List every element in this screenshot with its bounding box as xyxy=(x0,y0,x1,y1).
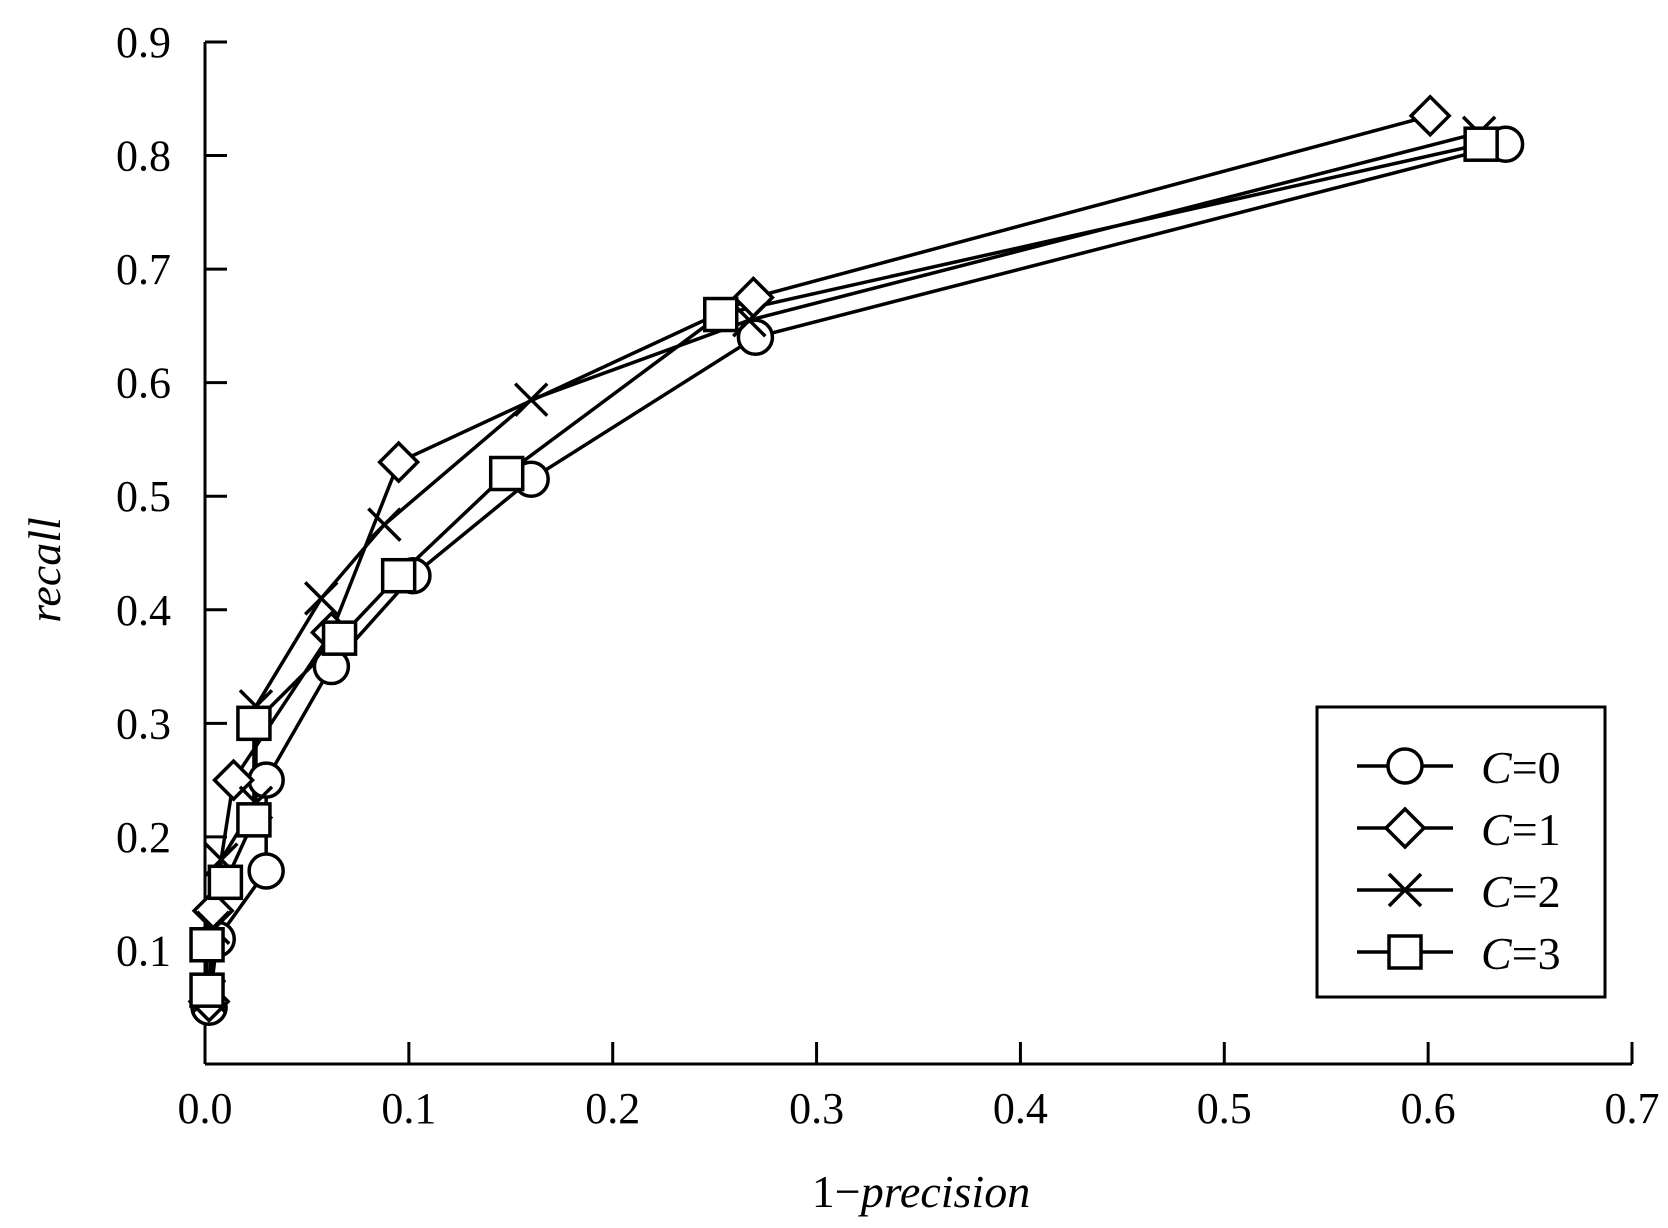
x-axis-label: 1−precision xyxy=(812,1166,1030,1217)
y-tick-label: 0.6 xyxy=(116,359,171,408)
x-axis-label-italic: precision xyxy=(858,1166,1031,1217)
x-tick-label: 0.4 xyxy=(993,1084,1048,1133)
y-tick-label: 0.9 xyxy=(116,18,171,67)
data-point-c3 xyxy=(189,972,225,1008)
legend-label: C=1 xyxy=(1481,804,1561,855)
y-tick-label: 0.3 xyxy=(116,699,171,748)
data-point-c2 xyxy=(367,507,402,542)
y-tick-label: 0.1 xyxy=(116,926,171,975)
series-layer xyxy=(187,94,1525,1026)
x-tick-label: 0.7 xyxy=(1605,1084,1660,1133)
data-point-c3 xyxy=(321,620,358,656)
legend-marker xyxy=(1383,806,1427,850)
legend-marker xyxy=(1387,934,1423,970)
legend-label: C=0 xyxy=(1481,742,1561,793)
data-point-c3 xyxy=(1463,126,1499,162)
data-point-c1 xyxy=(1408,94,1452,138)
x-tick-label: 0.6 xyxy=(1401,1084,1456,1133)
x-tick-label: 0.1 xyxy=(381,1084,436,1133)
y-tick-label: 0.8 xyxy=(116,132,171,181)
data-point-c3 xyxy=(703,296,739,333)
data-point-c1 xyxy=(377,440,421,484)
legend-entry: C=0 xyxy=(1357,742,1561,793)
y-tick-label: 0.2 xyxy=(116,813,171,862)
y-tick-label: 0.4 xyxy=(116,586,171,635)
data-point-c3 xyxy=(236,802,272,838)
data-point-c3 xyxy=(488,455,525,492)
series-markers xyxy=(187,94,1525,1026)
data-point-c3 xyxy=(236,705,272,742)
x-tick-label: 0.5 xyxy=(1197,1084,1252,1133)
data-point-c0 xyxy=(736,318,775,356)
y-tick-label: 0.7 xyxy=(116,245,171,294)
data-point-c3 xyxy=(207,864,244,901)
legend-marker xyxy=(1387,872,1423,908)
x-tick-label: 0.0 xyxy=(178,1084,233,1133)
x-axis-label-prefix: 1− xyxy=(812,1166,861,1217)
legend-marker xyxy=(1386,747,1424,785)
legend-label: C=3 xyxy=(1481,928,1561,979)
data-point-c3 xyxy=(380,557,417,594)
data-point-c0 xyxy=(247,852,285,890)
axes: 0.0 0.1 0.2 0.3 0.4 0.5 0.6 0.7 0.1 0.2 0.3 0.4 0.5 0… xyxy=(116,18,1660,1133)
x-tick-label: 0.2 xyxy=(585,1084,640,1133)
data-point-c2 xyxy=(513,382,549,417)
data-point-c3 xyxy=(189,927,225,963)
y-tick-label: 0.5 xyxy=(116,472,171,521)
legend-box xyxy=(1315,705,1607,999)
legend-entry: C=1 xyxy=(1357,804,1561,855)
legend-label: C=2 xyxy=(1481,866,1561,917)
x-tick-label: 0.3 xyxy=(789,1084,844,1133)
data-point-c2 xyxy=(303,581,339,616)
data-point-c2 xyxy=(732,302,767,338)
legend-entry: C=2 xyxy=(1357,866,1561,917)
legend: C=0 C=1 C=2 C=3 xyxy=(1315,705,1607,999)
legend-entry: C=3 xyxy=(1357,928,1561,979)
y-axis-label: recall xyxy=(19,517,70,623)
